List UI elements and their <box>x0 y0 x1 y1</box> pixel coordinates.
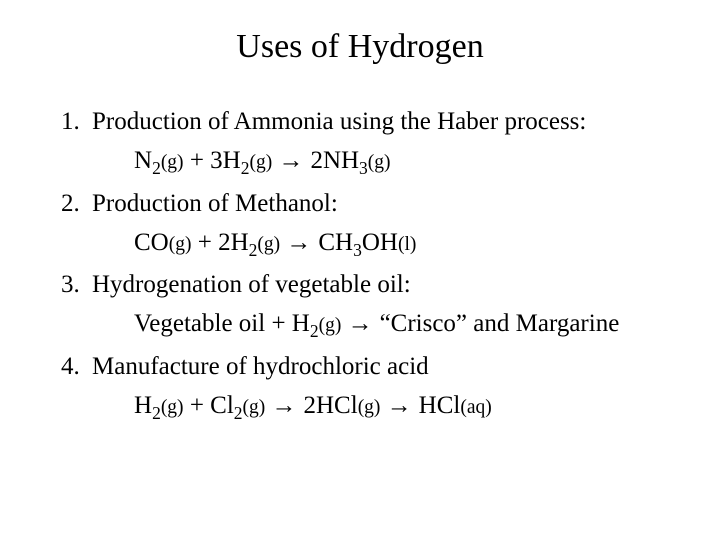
list-item-1: Production of Ammonia using the Haber pr… <box>86 104 680 180</box>
list-item-2: Production of Methanol: CO(g) + 2H2(g) →… <box>86 186 680 262</box>
species-co: CO(g) <box>134 229 198 256</box>
arrow-icon: → <box>286 228 318 256</box>
slide-title: Uses of Hydrogen <box>40 28 680 66</box>
equation-methanol: CO(g) + 2H2(g) → CH3OH(l) <box>134 224 680 261</box>
plus: + <box>190 147 210 174</box>
species-cl2: Cl2(g) <box>210 392 271 419</box>
product-crisco: “Crisco” and Margarine <box>380 310 620 337</box>
arrow-icon: → <box>387 391 419 419</box>
item-4-text: Manufacture of hydrochloric acid <box>92 353 429 380</box>
arrow-icon: → <box>348 309 380 337</box>
list-item-3: Hydrogenation of vegetable oil: Vegetabl… <box>86 267 680 343</box>
species-vegoil: Vegetable oil + H <box>134 310 310 337</box>
list-item-4: Manufacture of hydrochloric acid H2(g) +… <box>86 349 680 425</box>
plus: + <box>198 229 218 256</box>
species-2nh3: 2NH3(g) <box>310 147 390 174</box>
plus: + <box>190 392 210 419</box>
species-2h2: 2H2(g) <box>218 229 286 256</box>
species-ch3oh: CH3OH(l) <box>318 229 416 256</box>
equation-haber: N2(g) + 3H2(g) → 2NH3(g) <box>134 142 680 179</box>
item-1-text: Production of Ammonia using the Haber pr… <box>92 108 586 135</box>
item-3-text: Hydrogenation of vegetable oil: <box>92 271 411 298</box>
arrow-icon: → <box>272 391 304 419</box>
item-2-text: Production of Methanol: <box>92 190 338 217</box>
arrow-icon: → <box>278 146 310 174</box>
species-2hcl-g: 2HCl(g) <box>304 392 387 419</box>
uses-list: Production of Ammonia using the Haber pr… <box>40 104 680 424</box>
species-3h2: 3H2(g) <box>210 147 278 174</box>
equation-hcl: H2(g) + Cl2(g) → 2HCl(g) → HCl(aq) <box>134 387 680 424</box>
species-h2: H2(g) <box>134 392 190 419</box>
equation-vegoil: Vegetable oil + H2(g) → “Crisco” and Mar… <box>134 305 680 342</box>
slide: Uses of Hydrogen Production of Ammonia u… <box>0 0 720 540</box>
species-n2: N2(g) <box>134 147 190 174</box>
species-hcl-aq: HCl(aq) <box>419 392 492 419</box>
